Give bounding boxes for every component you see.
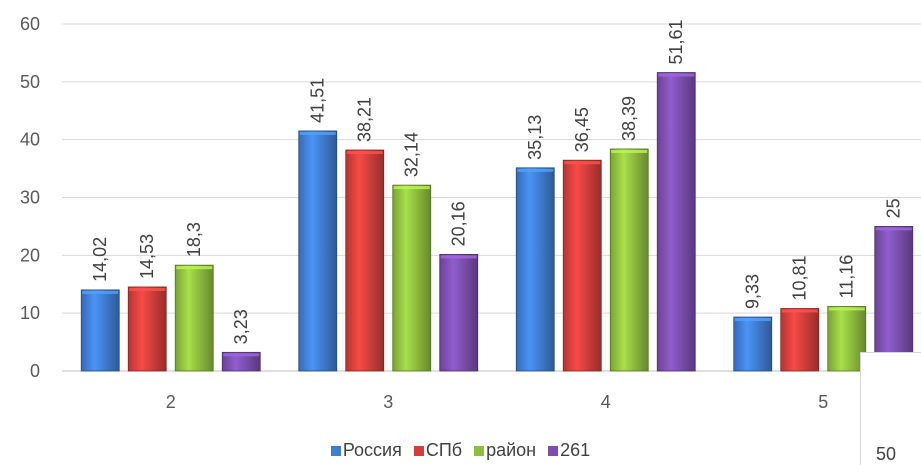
bar [174, 264, 214, 372]
bar-top-highlight [129, 287, 166, 291]
bar-top-highlight [517, 168, 554, 172]
bar [874, 226, 914, 372]
x-tick-label: 5 [818, 392, 828, 412]
bar [733, 316, 773, 372]
data-label: 10,81 [790, 255, 810, 300]
bar-top-highlight [299, 131, 336, 135]
bar-top-highlight [440, 255, 477, 259]
data-label: 9,33 [743, 274, 763, 309]
legend-swatch [330, 445, 341, 456]
data-label: 14,53 [137, 234, 157, 279]
legend-swatch [474, 445, 485, 456]
bar [298, 130, 338, 372]
y-tick-label: 60 [20, 14, 40, 34]
legend-item: СПб [413, 440, 463, 461]
bar [80, 289, 120, 372]
data-label: 11,16 [837, 255, 857, 299]
legend-label: Россия [342, 440, 402, 460]
bar-top-highlight [564, 161, 601, 165]
x-tick-label: 4 [601, 392, 611, 412]
x-axis-tick-labels: 2 3 4 5 [166, 392, 829, 412]
legend: Россия СПб район 261 [0, 440, 921, 461]
bar [780, 308, 820, 372]
legend-label: 261 [560, 440, 591, 460]
bar [392, 184, 432, 372]
bar [656, 72, 696, 372]
bar-top-highlight [875, 227, 912, 231]
data-label: 41,51 [308, 78, 328, 123]
legend-label: СПб [425, 440, 463, 460]
bar-top-highlight [658, 73, 695, 77]
data-label: 18,3 [184, 222, 204, 257]
y-tick-label: 10 [20, 303, 40, 323]
data-label: 38,39 [619, 96, 639, 141]
bar-top-highlight [176, 266, 213, 270]
data-label: 25 [884, 198, 904, 218]
data-label: 51,61 [666, 19, 686, 64]
legend-label: район [486, 440, 537, 460]
bar [221, 351, 261, 372]
bar [562, 159, 602, 372]
bar [439, 254, 479, 372]
bar-top-highlight [828, 307, 865, 311]
bar-top-highlight [346, 151, 383, 155]
data-label: 35,13 [525, 115, 545, 160]
data-label: 14,02 [90, 237, 110, 282]
y-tick-label: 0 [30, 361, 40, 381]
legend-item: 261 [548, 440, 590, 461]
data-labels: 14,02 14,53 18,3 3,23 41,51 38,21 32,14 20,16 35… [90, 19, 904, 344]
bar [345, 149, 385, 372]
bar-top-highlight [393, 186, 430, 190]
legend-item: Россия [330, 440, 402, 461]
bar-top-highlight [781, 309, 818, 313]
legend-swatch [413, 445, 424, 456]
y-tick-label: 40 [20, 130, 40, 150]
y-tick-label: 20 [20, 245, 40, 265]
data-label: 3,23 [231, 309, 251, 344]
bar-top-highlight [734, 318, 771, 322]
data-label: 20,16 [449, 201, 469, 246]
bar-top-highlight [82, 290, 119, 294]
bar [127, 286, 167, 372]
legend-item: район [474, 440, 536, 461]
x-tick-label: 3 [383, 392, 393, 412]
bar [609, 148, 649, 372]
bar-top-highlight [223, 353, 260, 357]
bar-top-highlight [611, 149, 648, 153]
legend-swatch [548, 445, 559, 456]
overlay-panel [860, 352, 921, 465]
data-label: 38,21 [355, 97, 375, 142]
x-tick-label: 2 [166, 392, 176, 412]
y-tick-label: 30 [20, 188, 40, 208]
data-label: 36,45 [572, 107, 592, 152]
y-tick-label: 50 [20, 72, 40, 92]
data-label: 32,14 [402, 132, 422, 177]
bar [827, 306, 867, 372]
bar [515, 167, 555, 372]
overlay-value: 50 [876, 444, 897, 464]
bars [80, 72, 914, 372]
y-axis-tick-labels: 0 10 20 30 40 50 60 [20, 14, 40, 381]
